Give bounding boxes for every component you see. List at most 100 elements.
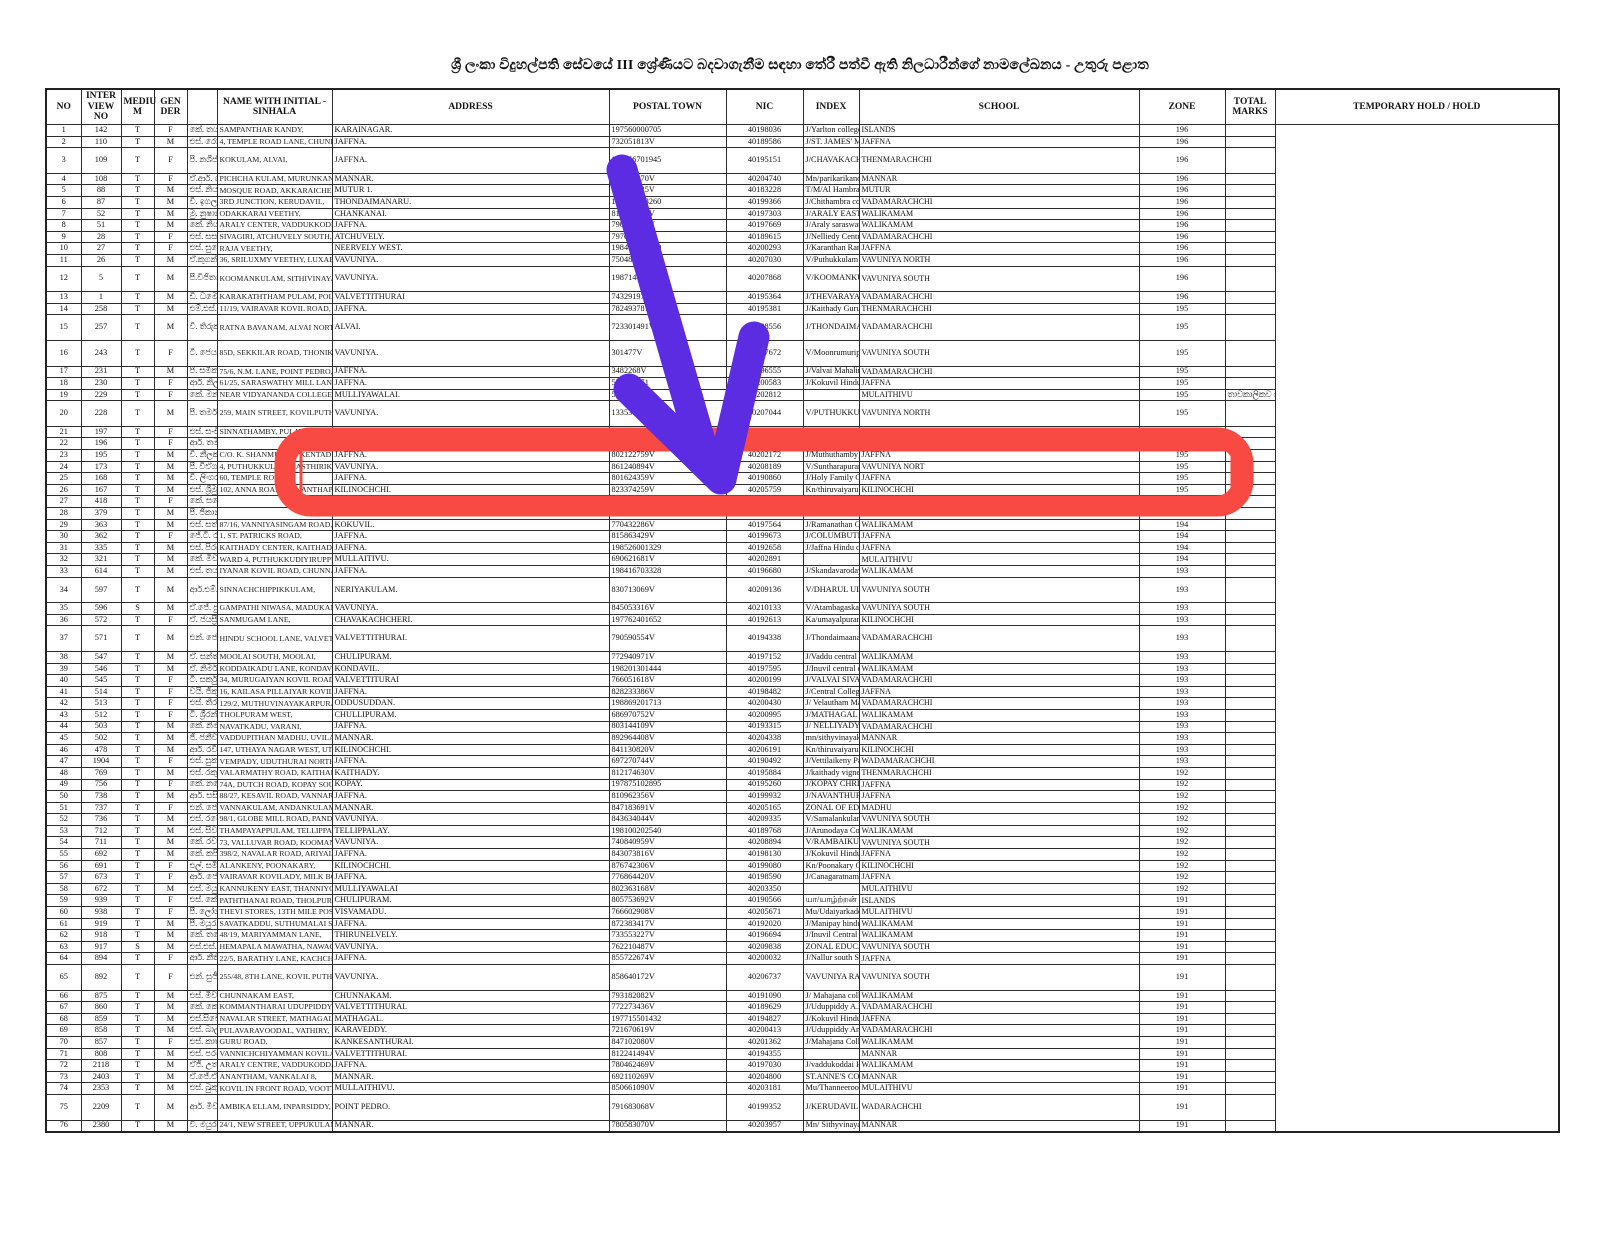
cell-no: 51 [45,801,82,815]
cell-postal-town: 843073816V [608,848,727,861]
cell-school: THENMARACHCHI [858,302,1140,316]
cell-school: JAFFNA [858,778,1140,792]
cell-total-marks [1224,242,1276,255]
cell-total-marks [1224,425,1276,439]
cell-postal-town: 198461904029 [608,242,727,255]
cell-postal-town: 197933703260 [608,195,727,209]
cell-medium: T [120,1047,155,1061]
cell-nic: 40189768 [725,824,804,838]
cell-address: KOPAY. [331,778,610,792]
cell-gender: F [153,495,188,509]
cell-blank: එස්. රකුනාතන් [186,766,218,780]
cell-postal-town [608,495,727,509]
cell-interview-no: 547 [80,650,122,664]
cell-name: 98/1, GLOBE MILL ROAD, PANDARIKKULAM, [216,813,333,826]
cell-total-marks [1224,801,1276,815]
cell-medium: T [120,697,155,710]
cell-total-marks [1224,778,1276,792]
cell-index: J/Kokuvil Hindu college, JAFFNA [802,377,860,390]
cell-medium: T [120,882,155,896]
cell-blank: ටී. ශ්‍රීරන්ගනාතන් [186,708,218,722]
cell-zone: 196 [1138,172,1226,186]
cell-interview-no: 257 [80,314,122,341]
cell-gender: M [153,732,188,745]
cell-blank: ඒ.ජේ.ඒජී.ඒ. කෲෂ් [186,1070,218,1084]
cell-school: VAVUNIYA SOUTH [858,602,1140,615]
cell-total-marks [1224,230,1276,244]
cell-nic: 40209838 [725,940,804,954]
cell-total-marks [1224,871,1276,884]
cell-postal-town: 762210487V [608,940,727,954]
cell-zone: 195 [1138,388,1226,402]
cell-blank: එස්. කේසවන් [186,894,218,908]
cell-gender: M [153,302,188,316]
cell-postal-town: 855722674V [608,952,727,965]
cell-no: 76 [45,1119,82,1133]
cell-gender: M [153,472,188,485]
cell-name: KOOMANKULAM, SITHIVINAYAGAR VIDYALAM, [216,265,333,293]
cell-total-marks [1224,650,1276,664]
cell-index: mn/sithyvinayakar hindhu college uppukku… [802,732,860,745]
cell-gender: M [153,1059,188,1072]
cell-blank: එස්. තීරුකාන්ති [186,697,218,710]
cell-address: KILINOCHCHI. [331,743,610,757]
cell-gender: F [153,859,188,873]
cell-blank: එස්. බාලසිංගම් [186,1024,218,1037]
cell-blank: කේ. නවේන්තිරන් [186,778,218,792]
cell-index: J/vaddukoddai Hindu College, Sithankerny [802,1059,860,1072]
cell-blank: කේ. නිර්මලනාතන් [186,720,218,734]
column-header-interview-no: INTER VIEW NO [80,88,122,125]
cell-medium: T [120,1001,155,1014]
cell-name: WARD 4, PUTHUKKUDIYIRUPPU, [216,553,333,566]
cell-total-marks [1224,219,1276,232]
cell-name: NAVALAR STREET, MATHAGAL NORTH, [216,1012,333,1026]
cell-medium: T [120,929,155,942]
cell-no: 64 [45,952,82,965]
cell-no: 27 [45,495,82,509]
cell-zone: 194 [1138,518,1226,532]
cell-index: Mn/parikarikandal GTMS, parikarikandal, … [802,172,860,186]
cell-index: V/Suntharapuram saraswathy vidyalayam. S… [802,460,860,474]
cell-blank: කේ. නියන්තන් [186,219,218,232]
cell-name: 259, MAIN STREET, KOVILPUTHUKKULAM, [216,400,333,427]
cell-total-marks [1224,1024,1276,1037]
cell-medium: T [120,265,155,293]
cell-zone: 193 [1138,662,1226,676]
cell-postal-town: 876742306V [608,859,727,873]
cell-nic: 40196694 [725,929,804,942]
cell-nic [725,507,804,520]
cell-interview-no: 2353 [80,1082,122,1095]
cell-postal-town: 776864420V [608,871,727,884]
cell-nic: 40194355 [725,1047,804,1061]
cell-zone: 193 [1138,697,1226,710]
cell-interview-no: 692 [80,848,122,861]
cell-gender: M [153,265,188,293]
cell-postal-town: 791683068V [608,1093,727,1121]
cell-medium: T [120,894,155,908]
cell-name: 102, ANNA ROAD, AANANTHAPURAM, [216,483,333,497]
cell-total-marks [1224,662,1276,676]
cell-postal-town: 772273436V [608,1001,727,1014]
cell-blank: එස්. නියාෂ් [186,184,218,197]
cell-nic: 40206191 [725,743,804,757]
cell-index: V/Atambagaskada vidavalava,Atambagaskada… [802,602,860,615]
cell-name: 16, KAILASA PILLAIYAR KOVIL VEETHY, NALL… [216,685,333,699]
cell-no: 39 [45,662,82,676]
cell-address: MANNAR. [331,172,610,186]
cell-nic: 40200995 [725,708,804,722]
cell-interview-no: 769 [80,766,122,780]
cell-interview-no: 362 [80,530,122,543]
cell-blank: එස්. පිරපාකරන් [186,541,218,555]
cell-index: J/Ramanathan College, chung [802,518,860,532]
cell-interview-no: 173 [80,460,122,474]
cell-medium: T [120,778,155,792]
cell-medium: T [120,989,155,1003]
cell-total-marks [1224,400,1276,427]
cell-index [802,437,860,451]
cell-address: NERIYAKULAM. [331,576,610,604]
cell-blank: ඒ.ආර්. රේගන් [186,172,218,186]
